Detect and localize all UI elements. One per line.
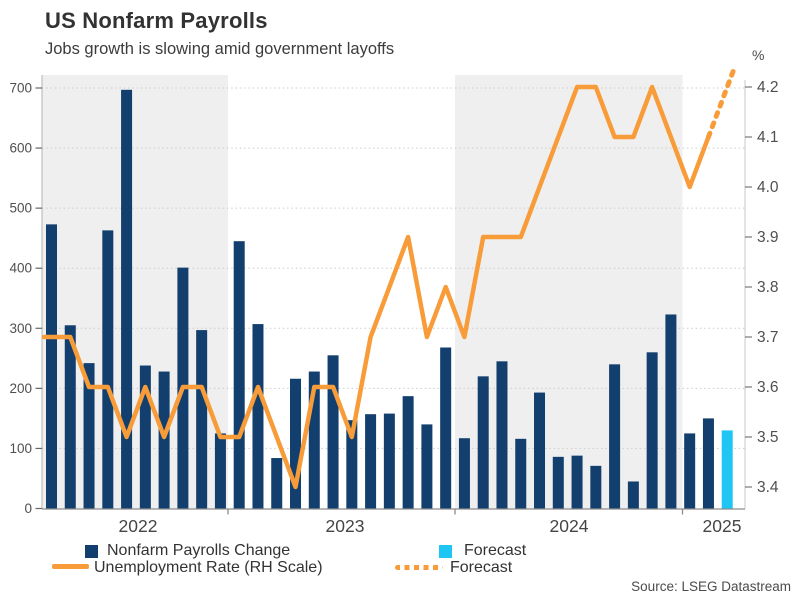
bar-nonfarm-payrolls bbox=[421, 424, 433, 509]
legend-label-forecast-bar: Forecast bbox=[464, 542, 527, 559]
left-axis-tick-label: 200 bbox=[9, 381, 32, 396]
bar-nonfarm-payrolls bbox=[646, 352, 658, 509]
left-axis-tick-label: 600 bbox=[9, 141, 32, 156]
bar-nonfarm-payrolls bbox=[233, 241, 245, 509]
bar-nonfarm-payrolls bbox=[139, 365, 151, 509]
right-axis-tick-label: 3.8 bbox=[757, 279, 779, 296]
bar-nonfarm-payrolls bbox=[158, 371, 170, 509]
legend-label-payrolls: Nonfarm Payrolls Change bbox=[107, 542, 291, 559]
right-axis-tick-label: 3.5 bbox=[757, 429, 779, 446]
legend-swatch-forecast-bar bbox=[439, 545, 452, 558]
bar-nonfarm-payrolls bbox=[214, 433, 226, 509]
bar-nonfarm-payrolls bbox=[458, 438, 470, 509]
bar-nonfarm-payrolls bbox=[252, 324, 264, 509]
right-axis-tick-label: 3.9 bbox=[757, 229, 779, 246]
legend-label-unemployment: Unemployment Rate (RH Scale) bbox=[94, 559, 323, 576]
bar-nonfarm-payrolls bbox=[383, 413, 395, 509]
legend-swatch-unemployment-line bbox=[52, 564, 89, 569]
unemployment-rate-line bbox=[41, 84, 711, 490]
legend-swatch-payrolls bbox=[85, 545, 98, 558]
bar-nonfarm-payrolls bbox=[102, 230, 114, 509]
left-axis-tick-label: 700 bbox=[9, 81, 32, 96]
bar-nonfarm-payrolls bbox=[327, 355, 339, 509]
legend-swatch-forecast-line bbox=[395, 565, 443, 570]
bar-nonfarm-payrolls bbox=[196, 330, 208, 509]
right-axis-tick-label: 4.0 bbox=[757, 179, 779, 196]
bar-nonfarm-payrolls bbox=[402, 396, 414, 509]
bar-nonfarm-payrolls bbox=[121, 89, 133, 509]
bar-nonfarm-payrolls bbox=[496, 361, 508, 509]
bar-nonfarm-payrolls bbox=[515, 438, 527, 509]
bar-nonfarm-payrolls bbox=[477, 376, 489, 509]
bar-nonfarm-payrolls bbox=[64, 325, 76, 509]
left-axis-tick-label: 500 bbox=[9, 201, 32, 216]
right-axis-tick-label: 3.6 bbox=[757, 379, 779, 396]
forecast-dotted-line bbox=[705, 63, 738, 140]
chart-title: US Nonfarm Payrolls bbox=[45, 8, 268, 33]
bar-nonfarm-payrolls bbox=[83, 363, 95, 509]
bar-nonfarm-payrolls bbox=[46, 224, 57, 509]
left-axis-tick-label: 300 bbox=[9, 321, 32, 336]
x-axis-year-label: 2022 bbox=[119, 516, 158, 536]
bar-nonfarm-payrolls bbox=[627, 481, 639, 509]
bar-nonfarm-payrolls bbox=[684, 433, 696, 509]
bar-forecast bbox=[721, 430, 733, 509]
right-axis-unit-label: % bbox=[752, 47, 765, 63]
bar-nonfarm-payrolls bbox=[440, 347, 452, 509]
bar-nonfarm-payrolls bbox=[365, 414, 377, 509]
right-axis-tick-label: 3.4 bbox=[757, 479, 779, 496]
left-axis-tick-label: 0 bbox=[24, 501, 32, 516]
bar-nonfarm-payrolls bbox=[346, 420, 358, 509]
left-axis-tick-label: 400 bbox=[9, 261, 32, 276]
bar-nonfarm-payrolls bbox=[271, 458, 283, 509]
right-axis-tick-label: 3.7 bbox=[757, 329, 779, 346]
bar-nonfarm-payrolls bbox=[290, 378, 302, 509]
source-credit: Source: LSEG Datastream bbox=[631, 579, 791, 594]
right-axis-tick-label: 4.2 bbox=[757, 79, 779, 96]
left-axis-tick-label: 100 bbox=[9, 441, 32, 456]
right-axis-tick-label: 4.1 bbox=[757, 129, 779, 146]
bar-nonfarm-payrolls bbox=[534, 392, 546, 509]
chart-subtitle: Jobs growth is slowing amid government l… bbox=[45, 40, 395, 58]
bar-nonfarm-payrolls bbox=[552, 456, 564, 509]
x-axis-year-label: 2025 bbox=[703, 516, 742, 536]
bar-nonfarm-payrolls bbox=[609, 364, 621, 509]
bar-nonfarm-payrolls bbox=[702, 418, 714, 509]
bar-nonfarm-payrolls bbox=[571, 455, 583, 509]
legend-label-forecast-line: Forecast bbox=[450, 559, 513, 576]
x-axis-year-label: 2023 bbox=[326, 516, 365, 536]
year-band-2024 bbox=[455, 75, 683, 509]
bar-nonfarm-payrolls bbox=[665, 314, 677, 509]
bar-nonfarm-payrolls bbox=[590, 465, 602, 509]
bar-nonfarm-payrolls bbox=[308, 371, 320, 509]
x-axis-year-label: 2024 bbox=[550, 516, 589, 536]
